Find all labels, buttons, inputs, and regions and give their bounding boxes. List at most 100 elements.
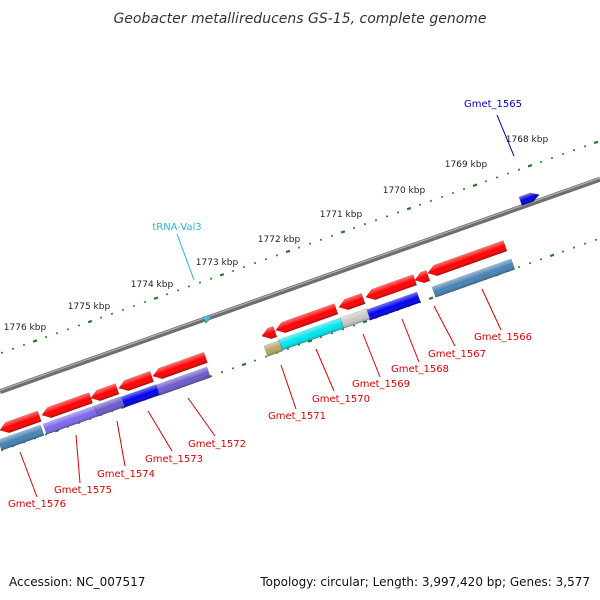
major-tick: [406, 206, 412, 211]
minor-tick: [451, 191, 455, 195]
minor-tick: [572, 149, 576, 152]
cds-arrow: [261, 325, 278, 340]
gene-band: [431, 258, 516, 298]
gene-features: [0, 192, 540, 451]
callout-line: [433, 305, 456, 347]
callout-line: [481, 288, 502, 331]
callout-line: [401, 318, 420, 363]
major-tick: [428, 296, 434, 300]
minor-tick: [462, 188, 466, 191]
gene-label-gmet-1569: Gmet_1569: [352, 379, 410, 390]
gene-label-gmet-1566: Gmet_1566: [474, 332, 532, 343]
minor-tick: [572, 246, 576, 249]
cds-arrow: [414, 269, 431, 284]
gene-arrow: [518, 192, 540, 206]
callout-line: [280, 364, 297, 410]
minor-tick: [220, 371, 224, 374]
major-tick: [241, 362, 247, 367]
callout-line: [75, 434, 81, 484]
gene-band: [93, 396, 125, 417]
gene-label-gmet-1574: Gmet_1574: [97, 469, 155, 480]
minor-tick: [594, 238, 598, 241]
minor-tick: [0, 351, 4, 354]
minor-tick: [539, 160, 543, 164]
gene-label-gmet-1565: Gmet_1565: [464, 99, 522, 110]
minor-tick: [231, 367, 235, 370]
minor-tick: [297, 343, 301, 347]
major-tick: [32, 339, 38, 343]
gene-label-gmet-1570: Gmet_1570: [312, 394, 370, 405]
minor-tick: [66, 328, 70, 331]
minor-tick: [198, 281, 202, 284]
kbp-tick-label: 1773 kbp: [196, 258, 239, 268]
minor-tick: [22, 343, 26, 347]
map-title: Geobacter metallireducens GS-15, complet…: [113, 11, 486, 27]
callout-line: [362, 333, 381, 378]
minor-tick: [143, 300, 147, 304]
minor-tick: [264, 355, 268, 358]
minor-tick: [297, 246, 301, 249]
kbp-tick-label: 1770 kbp: [383, 186, 426, 196]
major-tick: [472, 183, 478, 187]
gene-label-gmet-1575: Gmet_1575: [54, 485, 112, 496]
gene-band: [263, 340, 284, 357]
cds-arrow: [90, 383, 120, 402]
major-tick: [307, 339, 313, 343]
minor-tick: [517, 168, 521, 171]
minor-tick: [55, 332, 59, 335]
kbp-tick-label: 1769 kbp: [445, 160, 488, 170]
callout-line: [19, 451, 38, 498]
minor-tick: [231, 269, 235, 273]
callout-line: [496, 114, 515, 157]
minor-tick: [583, 242, 587, 245]
minor-tick: [352, 324, 356, 327]
cds-arrow: [275, 303, 339, 334]
minor-tick: [396, 211, 400, 214]
kbp-tick-label: 1771 kbp: [320, 210, 363, 220]
major-tick: [527, 164, 533, 168]
minor-tick: [341, 328, 345, 331]
minor-tick: [363, 223, 367, 226]
minor-tick: [264, 258, 268, 261]
gene-label-gmet-1572: Gmet_1572: [188, 439, 246, 450]
minor-tick: [253, 262, 257, 265]
gene-band: [339, 308, 371, 329]
kbp-tick-label: 1768 kbp: [506, 135, 549, 145]
feature-callouts: Gmet_1565 tRNA-Val3 Gmet_1566 Gmet_1567 Gmet…: [8, 99, 532, 510]
minor-tick: [550, 156, 554, 160]
cds-arrow: [365, 274, 418, 301]
callout-line: [187, 397, 216, 437]
gene-label-gmet-1571: Gmet_1571: [268, 411, 326, 422]
kbp-tick-label: 1776 kbp: [4, 323, 47, 333]
gene-label-gmet-1568: Gmet_1568: [391, 364, 449, 375]
minor-tick: [506, 172, 510, 175]
minor-tick: [561, 152, 565, 156]
minor-tick: [429, 199, 433, 202]
minor-tick: [253, 359, 257, 362]
gene-label-gmet-1567: Gmet_1567: [428, 349, 486, 360]
minor-tick: [539, 258, 543, 261]
minor-tick: [176, 289, 180, 292]
major-tick: [593, 140, 599, 145]
minor-tick: [517, 265, 521, 269]
minor-tick: [132, 304, 136, 308]
genome-summary-text: Topology: circular; Length: 3,997,420 bp…: [259, 575, 590, 589]
minor-tick: [77, 324, 81, 327]
cds-arrow: [41, 392, 94, 419]
gene-band: [120, 384, 160, 408]
kbp-tick-track: [0, 140, 599, 354]
kbp-tick-label: 1774 kbp: [131, 280, 174, 290]
major-tick: [549, 253, 555, 258]
minor-tick: [583, 145, 587, 148]
cds-arrow: [0, 410, 42, 434]
minor-tick: [308, 242, 312, 245]
minor-tick: [352, 226, 356, 230]
minor-tick: [165, 293, 169, 296]
minor-tick: [209, 374, 213, 378]
gene-band: [0, 424, 45, 451]
cds-arrow: [152, 351, 208, 380]
callout-line: [315, 348, 335, 392]
minor-tick: [242, 265, 246, 269]
cds-arrow: [118, 370, 155, 392]
